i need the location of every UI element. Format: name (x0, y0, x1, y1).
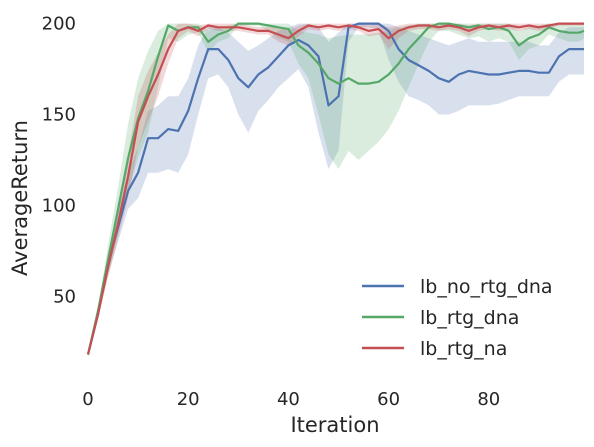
x-tick-label: 0 (82, 389, 93, 410)
series-lines (86, 22, 585, 355)
band-lb_no_rtg_dna (88, 23, 584, 357)
legend-label: lb_rtg_dna (420, 307, 519, 329)
legend-label: lb_rtg_na (420, 338, 507, 360)
line-lb_rtg_na (86, 22, 584, 355)
x-axis-label: Iteration (290, 413, 379, 437)
x-tick-label: 60 (377, 389, 400, 410)
x-tick-label: 80 (477, 389, 500, 410)
x-axis-ticks: 0 20 40 60 80 (82, 389, 500, 410)
x-tick-label: 20 (177, 389, 200, 410)
y-tick-label: 150 (42, 105, 76, 126)
legend-label: lb_no_rtg_dna (420, 276, 553, 298)
confidence-bands (88, 23, 584, 357)
y-tick-label: 200 (42, 14, 76, 35)
y-axis-ticks: 50 100 150 200 (42, 14, 76, 308)
line-lb_no_rtg_dna (86, 22, 584, 355)
line-lb_rtg_dna (86, 22, 585, 355)
x-tick-label: 40 (277, 389, 300, 410)
legend: lb_no_rtg_dna lb_rtg_dna lb_rtg_na (362, 276, 553, 360)
y-axis-label: AverageReturn (8, 120, 32, 276)
band-lb_rtg_dna (88, 23, 584, 357)
y-tick-label: 50 (53, 286, 76, 307)
y-tick-label: 100 (42, 195, 76, 216)
